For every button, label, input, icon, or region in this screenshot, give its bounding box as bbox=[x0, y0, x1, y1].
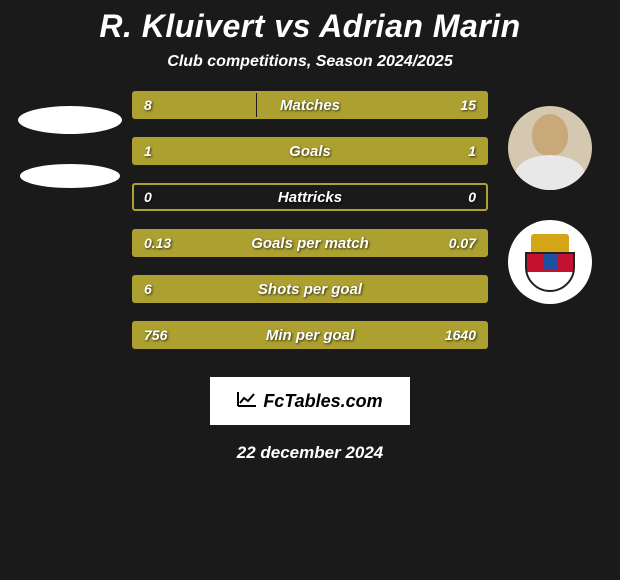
stat-value-right: 0 bbox=[468, 189, 476, 205]
stat-row: 0.13 0.07 Goals per match bbox=[132, 229, 488, 257]
stat-label: Hattricks bbox=[278, 189, 342, 206]
stat-label: Shots per goal bbox=[258, 281, 362, 298]
stat-row: 8 15 Matches bbox=[132, 91, 488, 119]
stat-label: Matches bbox=[280, 97, 340, 114]
stat-label: Goals bbox=[289, 143, 331, 160]
left-column bbox=[10, 91, 130, 188]
stat-value-left: 0 bbox=[144, 189, 152, 205]
stat-value-left: 756 bbox=[144, 327, 167, 343]
club-logo-2 bbox=[508, 220, 592, 304]
stat-label: Goals per match bbox=[251, 235, 369, 252]
page-title: R. Kluivert vs Adrian Marin bbox=[0, 0, 620, 53]
stat-fill-right bbox=[310, 139, 486, 163]
stats-column: 8 15 Matches 1 1 Goals 0 0 Hattricks 0.13 0.07 Goal… bbox=[130, 91, 490, 367]
stat-value-right: 15 bbox=[460, 97, 476, 113]
date-label: 22 december 2024 bbox=[0, 443, 620, 463]
stat-label: Min per goal bbox=[266, 327, 354, 344]
club-placeholder-1 bbox=[20, 164, 120, 188]
stat-value-left: 0.13 bbox=[144, 235, 171, 251]
footer-badge[interactable]: FcTables.com bbox=[210, 377, 410, 425]
right-column bbox=[490, 91, 610, 304]
stat-value-left: 8 bbox=[144, 97, 152, 113]
stat-value-right: 0.07 bbox=[449, 235, 476, 251]
subtitle: Club competitions, Season 2024/2025 bbox=[0, 53, 620, 91]
player-placeholder-1 bbox=[18, 106, 122, 134]
stat-row: 0 0 Hattricks bbox=[132, 183, 488, 211]
stat-fill-left bbox=[134, 139, 310, 163]
chart-icon bbox=[237, 391, 257, 412]
stat-row: 1 1 Goals bbox=[132, 137, 488, 165]
footer-text: FcTables.com bbox=[263, 391, 382, 412]
stat-value-right: 1 bbox=[468, 143, 476, 159]
stat-value-left: 1 bbox=[144, 143, 152, 159]
stat-fill-left bbox=[134, 93, 256, 117]
player-photo-2 bbox=[508, 106, 592, 190]
stat-row: 756 1640 Min per goal bbox=[132, 321, 488, 349]
stat-value-left: 6 bbox=[144, 281, 152, 297]
stat-value-right: 1640 bbox=[445, 327, 476, 343]
braga-crest-icon bbox=[525, 232, 575, 292]
content-wrap: 8 15 Matches 1 1 Goals 0 0 Hattricks 0.13 0.07 Goal… bbox=[0, 91, 620, 367]
stat-row: 6 Shots per goal bbox=[132, 275, 488, 303]
